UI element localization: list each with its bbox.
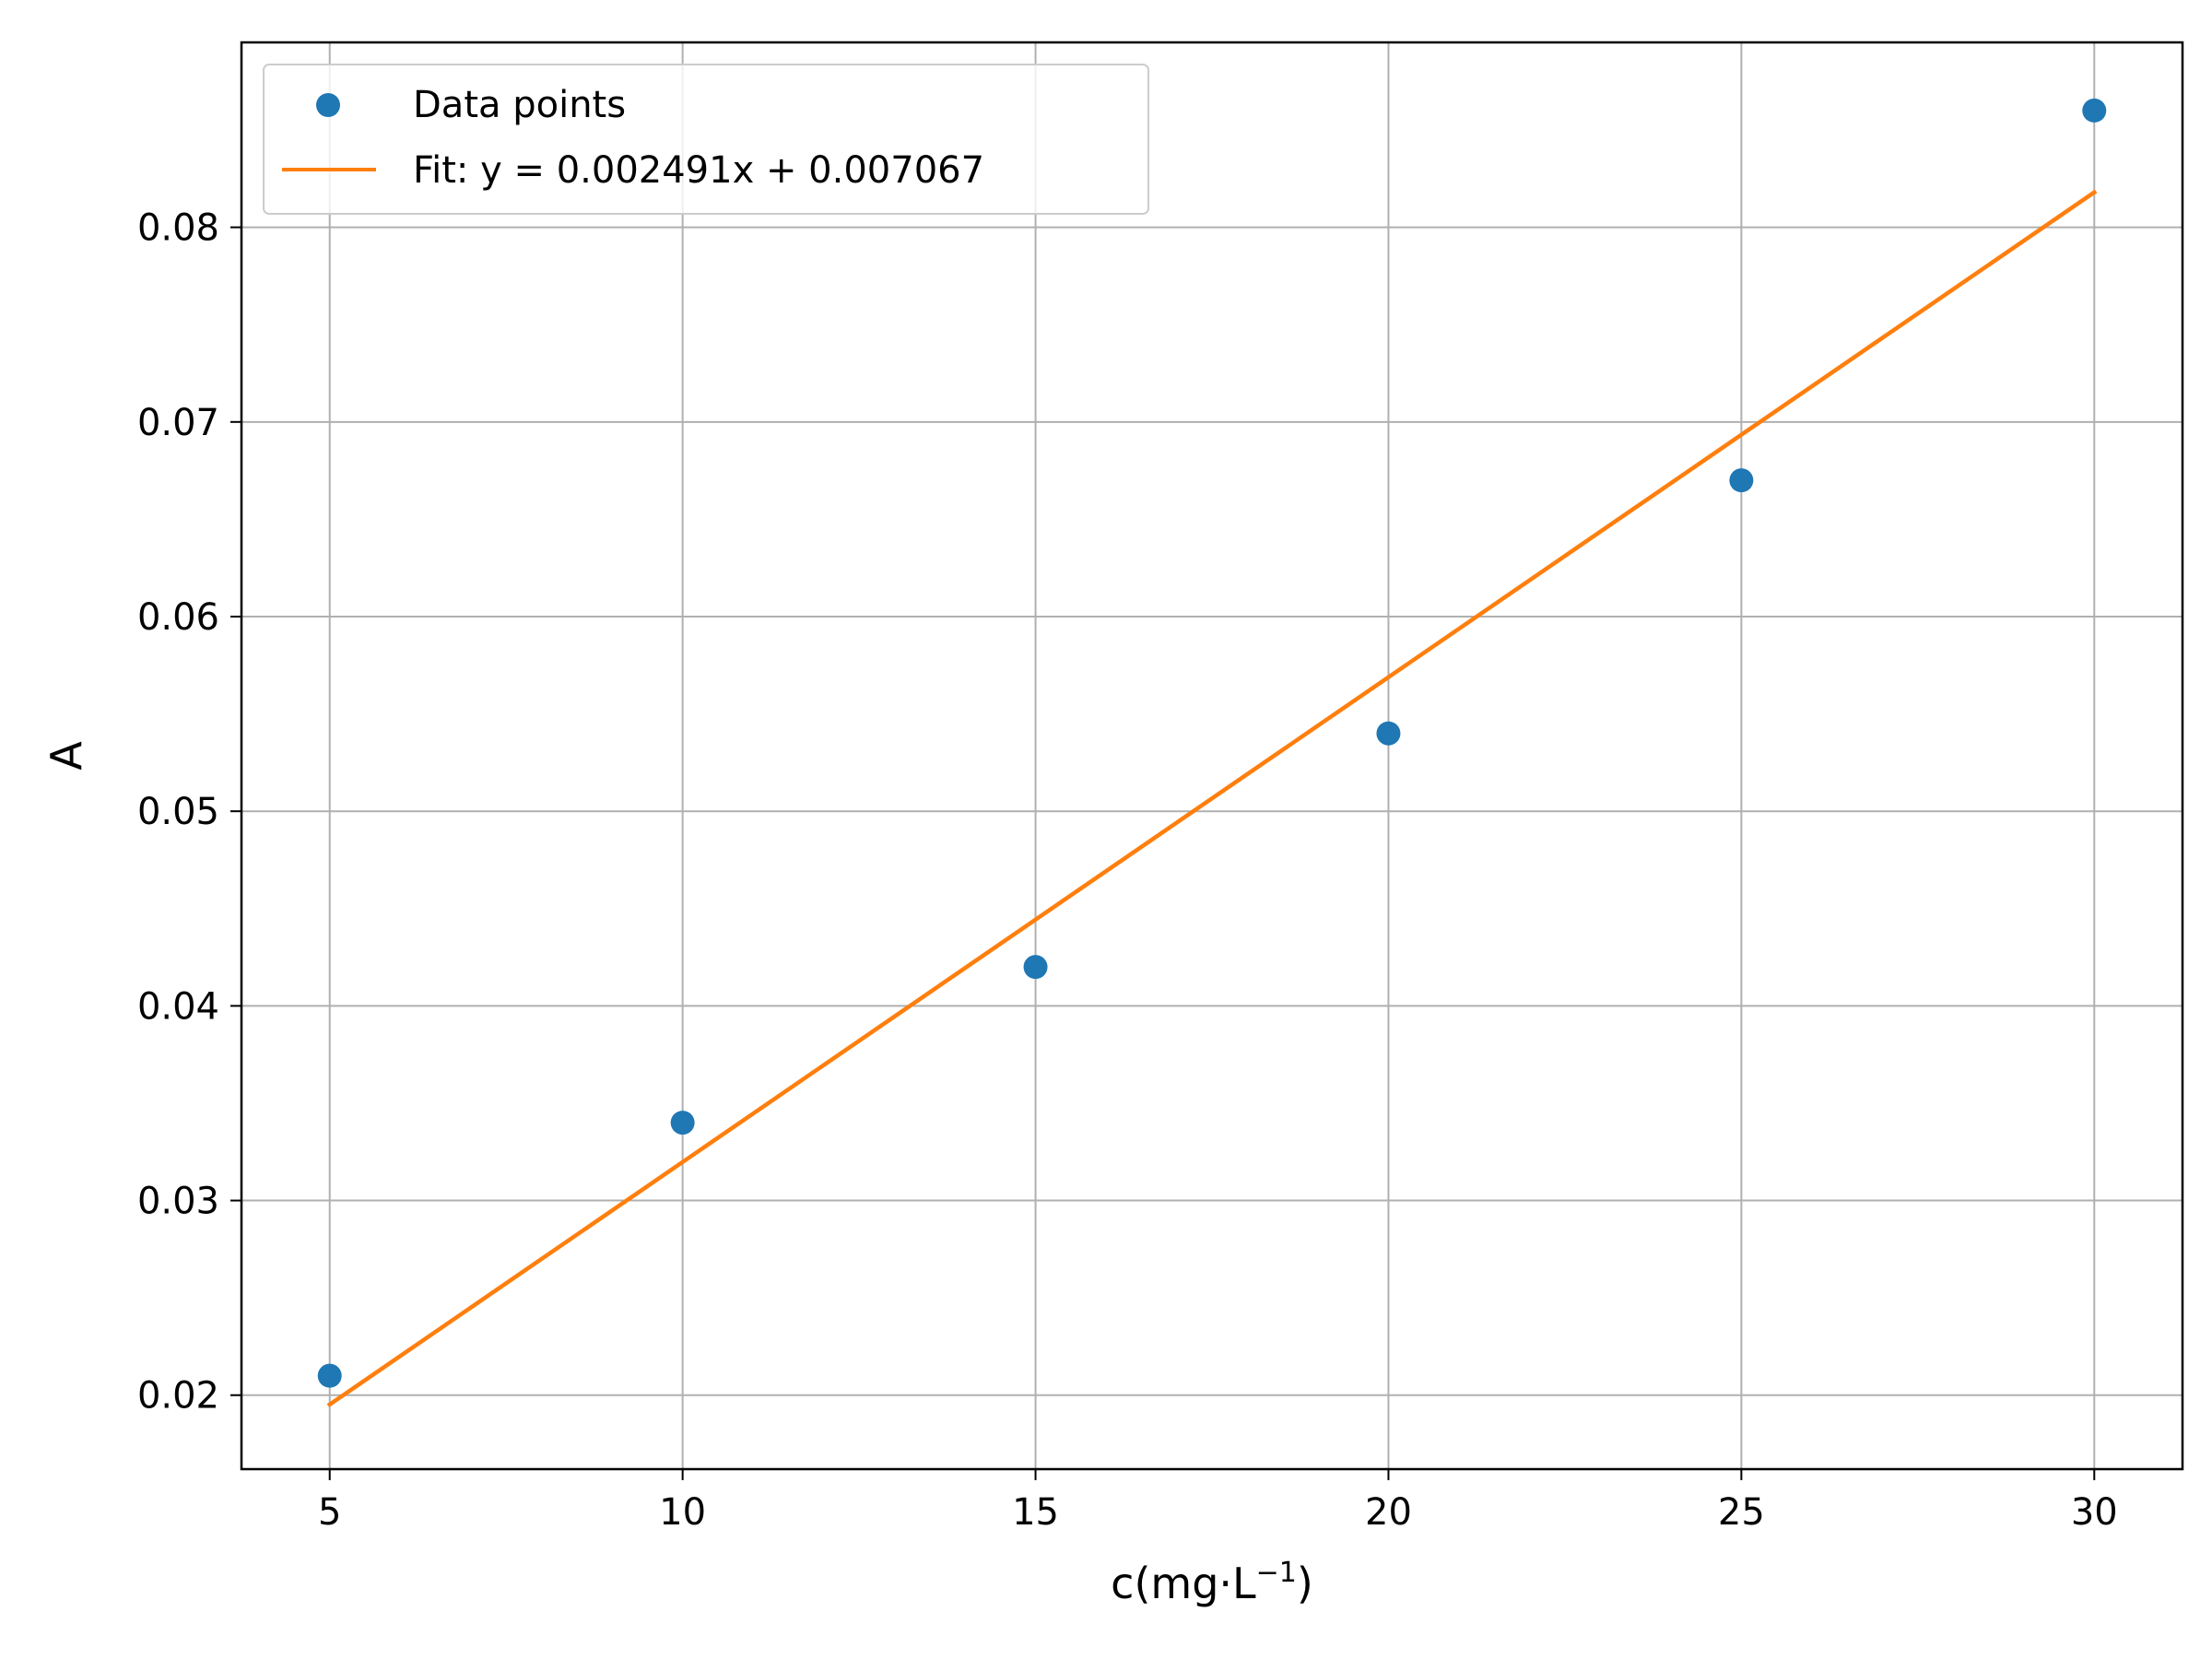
y-tick-label: 0.07 (137, 402, 219, 444)
plot-frame (240, 41, 2184, 1471)
data-point (1729, 468, 1754, 493)
y-axis-ticks: 0.02 0.03 0.04 0.05 0.06 0.07 0.08 (137, 207, 241, 1418)
x-tick-label: 5 (318, 1491, 341, 1534)
legend-box (263, 64, 1149, 215)
y-tick-label: 0.02 (137, 1375, 219, 1418)
y-tick-label: 0.06 (137, 596, 219, 639)
fit-line (326, 189, 2098, 1407)
y-tick-label: 0.08 (137, 207, 219, 250)
y-axis-label: A (41, 741, 91, 771)
data-points-layer (317, 98, 2107, 1388)
data-point (317, 1363, 342, 1388)
y-tick-label: 0.04 (137, 985, 219, 1028)
legend-marker-data-points (316, 93, 340, 117)
x-axis-label-superscript: −1 (1256, 1557, 1297, 1589)
legend: Data points Fit: y = 0.002491x + 0.00706… (263, 64, 1149, 215)
x-axis-label-close: ) (1297, 1559, 1313, 1608)
x-tick-label: 20 (1365, 1491, 1412, 1534)
data-point (1023, 955, 1048, 980)
grid (241, 42, 2183, 1469)
x-axis-label: c(mg·L−1) (1111, 1557, 1313, 1608)
legend-label-fit-line: Fit: y = 0.002491x + 0.007067 (413, 149, 984, 192)
fit-line-layer (326, 189, 2098, 1407)
data-point (1376, 721, 1401, 746)
x-axis-ticks: 5 10 15 20 25 30 (318, 1469, 2118, 1534)
y-tick-label: 0.05 (137, 791, 219, 833)
data-point (670, 1111, 695, 1135)
x-tick-label: 10 (659, 1491, 706, 1534)
y-tick-label: 0.03 (137, 1181, 219, 1223)
x-tick-label: 15 (1012, 1491, 1059, 1534)
x-tick-label: 25 (1718, 1491, 1765, 1534)
legend-label-data-points: Data points (413, 84, 626, 126)
x-axis-label-main: c(mg·L (1111, 1559, 1256, 1608)
x-tick-label: 30 (2071, 1491, 2118, 1534)
data-point (2082, 98, 2107, 123)
